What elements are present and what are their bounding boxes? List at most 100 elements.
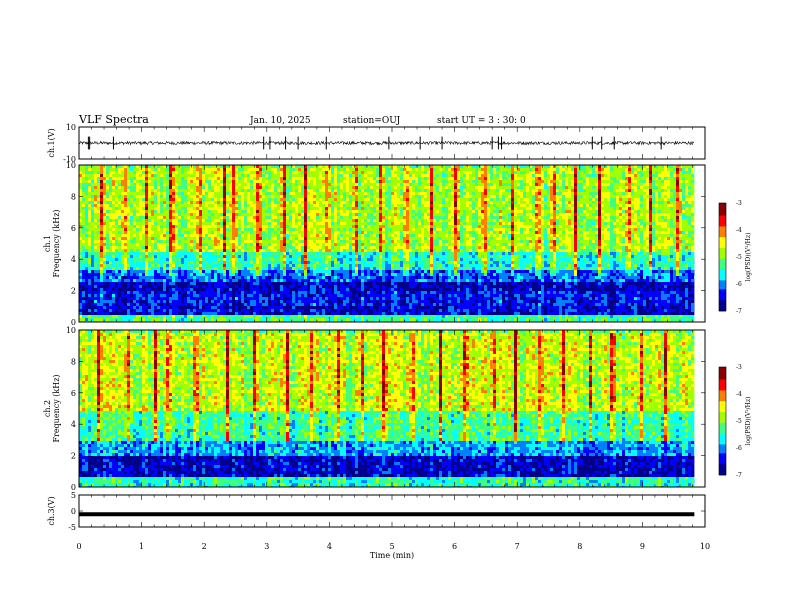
- spectrogram-cell: [265, 261, 268, 264]
- spectrogram-cell: [118, 174, 121, 177]
- spectrogram-cell: [196, 297, 199, 300]
- spectrogram-cell: [148, 228, 151, 231]
- spectrogram-cell: [346, 294, 349, 297]
- spectrogram-cell: [154, 195, 157, 198]
- spectrogram-cell: [259, 249, 262, 252]
- spectrogram-cell: [103, 168, 106, 171]
- spectrogram-cell: [253, 258, 256, 261]
- spectrogram-cell: [88, 270, 91, 273]
- spectrogram-cell: [322, 168, 325, 171]
- spectrogram-cell: [313, 279, 316, 282]
- spectrogram-cell: [226, 177, 229, 180]
- spectrogram-cell: [88, 249, 91, 252]
- spectrogram-cell: [142, 315, 145, 318]
- spectrogram-cell: [253, 207, 256, 210]
- spectrogram-cell: [211, 303, 214, 306]
- spectrogram-cell: [235, 177, 238, 180]
- spectrogram-cell: [193, 312, 196, 315]
- spectrogram-cell: [328, 237, 331, 240]
- spectrogram-cell: [151, 207, 154, 210]
- spectrogram-cell: [187, 216, 190, 219]
- spectrogram-cell: [241, 195, 244, 198]
- spectrogram-cell: [172, 258, 175, 261]
- spectrogram-cell: [190, 195, 193, 198]
- spectrogram-cell: [124, 297, 127, 300]
- spectrogram-cell: [229, 207, 232, 210]
- spectrogram-cell: [118, 318, 121, 321]
- spectrogram-cell: [355, 219, 358, 222]
- spectrogram-cell: [115, 312, 118, 315]
- spectrogram-cell: [325, 195, 328, 198]
- spectrogram-cell: [127, 222, 130, 225]
- spectrogram-cell: [145, 183, 148, 186]
- spectrogram-cell: [145, 309, 148, 312]
- spectrogram-cell: [259, 201, 262, 204]
- spectrogram-cell: [340, 249, 343, 252]
- spectrogram-cell: [109, 237, 112, 240]
- spectrogram-cell: [283, 309, 286, 312]
- spectrogram-cell: [178, 312, 181, 315]
- spectrogram-cell: [130, 192, 133, 195]
- spectrogram-cell: [214, 297, 217, 300]
- spectrogram-cell: [238, 258, 241, 261]
- spectrogram-cell: [190, 213, 193, 216]
- spectrogram-cell: [172, 285, 175, 288]
- spectrogram-cell: [271, 189, 274, 192]
- spectrogram-cell: [256, 288, 259, 291]
- spectrogram-cell: [97, 309, 100, 312]
- spectrogram-cell: [85, 207, 88, 210]
- spectrogram-cell: [100, 297, 103, 300]
- spectrogram-cell: [271, 252, 274, 255]
- spectrogram-cell: [337, 267, 340, 270]
- spectrogram-cell: [313, 306, 316, 309]
- spectrogram-cell: [199, 279, 202, 282]
- spectrogram-cell: [163, 282, 166, 285]
- spectrogram-cell: [121, 222, 124, 225]
- spectrogram-cell: [232, 198, 235, 201]
- spectrogram-cell: [316, 285, 319, 288]
- spectrogram-cell: [298, 297, 301, 300]
- spectrogram-cell: [139, 306, 142, 309]
- spectrogram-cell: [184, 306, 187, 309]
- spectrogram-cell: [154, 270, 157, 273]
- spectrogram-cell: [142, 171, 145, 174]
- spectrogram-cell: [217, 309, 220, 312]
- spectrogram-cell: [124, 318, 127, 321]
- spectrogram-cell: [271, 210, 274, 213]
- spectrogram-cell: [226, 207, 229, 210]
- spectrogram-cell: [289, 186, 292, 189]
- spectrogram-cell: [331, 273, 334, 276]
- spectrogram-cell: [352, 255, 355, 258]
- spectrogram-cell: [349, 306, 352, 309]
- spectrogram-cell: [289, 285, 292, 288]
- spectrogram-cell: [175, 255, 178, 258]
- spectrogram-cell: [349, 303, 352, 306]
- spectrogram-cell: [301, 261, 304, 264]
- spectrogram-cell: [322, 288, 325, 291]
- spectrogram-cell: [289, 261, 292, 264]
- spectrogram-cell: [352, 210, 355, 213]
- spectrogram-cell: [190, 249, 193, 252]
- spectrogram-cell: [250, 252, 253, 255]
- spectrogram-cell: [280, 240, 283, 243]
- spectrogram-cell: [109, 291, 112, 294]
- spectrogram-cell: [205, 300, 208, 303]
- spectrogram-cell: [295, 303, 298, 306]
- spectrogram-cell: [157, 195, 160, 198]
- spectrogram-cell: [106, 240, 109, 243]
- spectrogram-cell: [121, 198, 124, 201]
- spectrogram-cell: [316, 240, 319, 243]
- spectrogram-cell: [319, 243, 322, 246]
- spectrogram-cell: [157, 225, 160, 228]
- spectrogram-cell: [274, 201, 277, 204]
- spectrogram-cell: [181, 285, 184, 288]
- spectrogram-cell: [316, 279, 319, 282]
- spectrogram-cell: [256, 219, 259, 222]
- spectrogram-cell: [181, 204, 184, 207]
- spectrogram-cell: [82, 264, 85, 267]
- spectrogram-cell: [94, 189, 97, 192]
- spectrogram-cell: [88, 168, 91, 171]
- spectrogram-cell: [307, 207, 310, 210]
- spectrogram-cell: [283, 297, 286, 300]
- spectrogram-cell: [262, 315, 265, 318]
